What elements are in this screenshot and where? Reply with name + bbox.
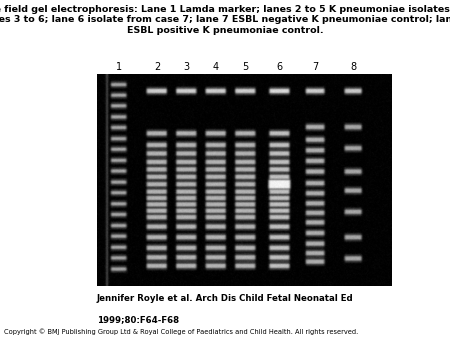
- Text: 3: 3: [184, 62, 190, 72]
- Text: 7: 7: [312, 62, 318, 72]
- Text: Pulse field gel electrophoresis: Lane 1 Lamda marker; lanes 2 to 5 K pneumoniae : Pulse field gel electrophoresis: Lane 1 …: [0, 5, 450, 35]
- Text: 1: 1: [116, 62, 122, 72]
- Text: 1999;80:F64-F68: 1999;80:F64-F68: [97, 315, 179, 324]
- Text: Copyright © BMJ Publishing Group Ltd & Royal College of Paediatrics and Child He: Copyright © BMJ Publishing Group Ltd & R…: [4, 329, 359, 335]
- Text: Jennifer Royle et al. Arch Dis Child Fetal Neonatal Ed: Jennifer Royle et al. Arch Dis Child Fet…: [97, 294, 353, 303]
- Text: 6: 6: [276, 62, 283, 72]
- Text: 8: 8: [350, 62, 356, 72]
- Text: FN: FN: [398, 307, 423, 325]
- Text: 5: 5: [243, 62, 249, 72]
- Text: 4: 4: [213, 62, 219, 72]
- Text: 2: 2: [154, 62, 160, 72]
